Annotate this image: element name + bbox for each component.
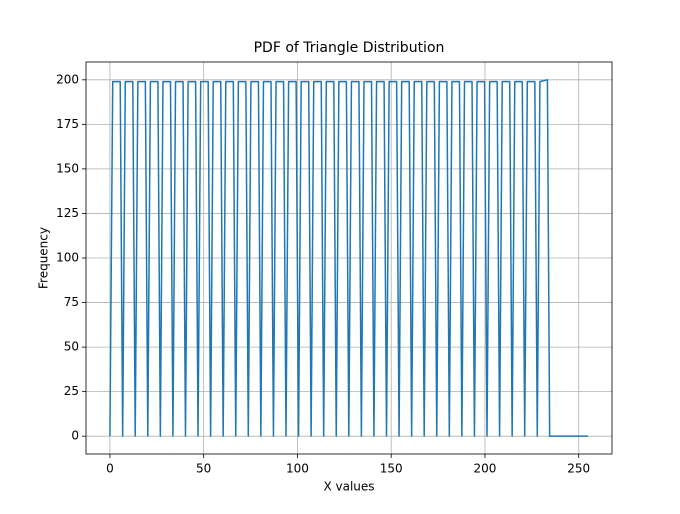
y-axis-label: Frequency [37,227,51,289]
data-line [109,79,589,437]
y-tick-label: 50 [64,340,79,354]
chart-title: PDF of Triangle Distribution [254,40,445,56]
x-tick-label: 50 [196,462,211,476]
x-tick-label: 200 [474,462,497,476]
y-tick-label: 125 [56,206,79,220]
y-tick-label: 100 [56,251,79,265]
x-tick-label: 100 [286,462,309,476]
y-tick-label: 0 [71,429,79,443]
y-tick-label: 175 [56,117,79,131]
y-tick-label: 200 [56,72,79,86]
x-axis-label: X values [323,480,374,494]
y-tick-label: 150 [56,161,79,175]
x-tick-label: 150 [380,462,403,476]
x-tick-label: 0 [106,462,114,476]
plot-frame [85,61,613,455]
y-tick-label: 75 [64,295,79,309]
x-tick-label: 250 [567,462,590,476]
y-tick-label: 25 [64,384,79,398]
